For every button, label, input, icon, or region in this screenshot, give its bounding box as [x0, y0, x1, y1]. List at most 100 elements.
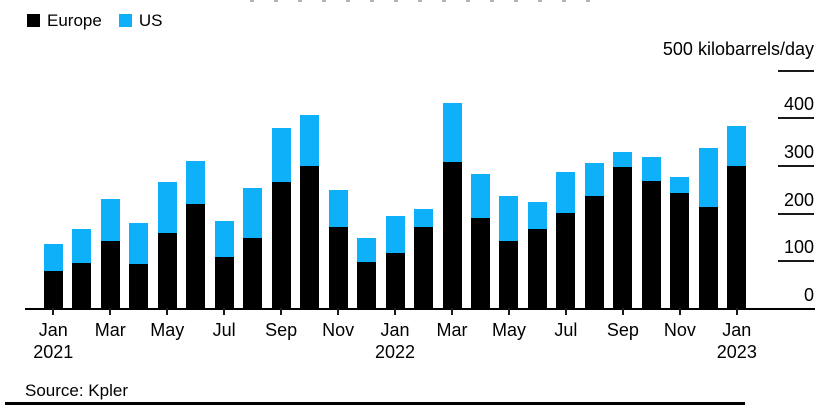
bar-us-May-2022 — [499, 195, 519, 241]
x-tick-Jan2023 — [735, 308, 738, 315]
bar-us-Oct-2021 — [300, 115, 320, 167]
x-tick-label-2: Mar — [94, 320, 126, 340]
bar-europe-Feb-2021 — [72, 263, 92, 308]
x-tick-May — [166, 308, 169, 315]
x-axis-line — [25, 308, 815, 310]
bar-europe-Mar-2022 — [442, 161, 462, 308]
us-swatch-icon — [118, 14, 132, 27]
legend-item-europe: Europe — [27, 12, 102, 29]
y-axis-unit-label: 500 kilobarrels/day — [662, 39, 814, 59]
bar-us-Mar-2022 — [442, 103, 462, 162]
x-tick-label-0: Jan — [38, 320, 68, 340]
bar-europe-Nov-2021 — [328, 226, 348, 308]
bar-europe-Apr-2021 — [129, 263, 149, 308]
bar-europe-Aug-2021 — [243, 238, 263, 308]
y-tick-label-200: 200 — [783, 189, 814, 210]
y-tick-label-300: 300 — [783, 142, 814, 163]
bar-us-Aug-2022 — [584, 162, 604, 196]
x-tick-label-16: May — [491, 320, 526, 340]
y-tick-label-0: 0 — [803, 285, 814, 305]
bar-europe-Jul-2021 — [214, 257, 234, 308]
bar-europe-Feb-2022 — [414, 227, 434, 308]
bar-europe-Jun-2022 — [527, 228, 547, 308]
x-tick-label-12: Jan — [380, 320, 410, 340]
bar-us-Aug-2021 — [243, 188, 263, 239]
x-tick-label-8: Sep — [265, 320, 298, 340]
bar-us-Dec-2022 — [698, 148, 718, 207]
x-tick-Nov — [337, 308, 340, 315]
bar-us-Jan-2023 — [727, 126, 747, 166]
bar-us-Apr-2021 — [129, 222, 149, 264]
bar-europe-Aug-2022 — [584, 196, 604, 308]
x-year-label-2021: 2021 — [33, 342, 74, 362]
bar-europe-Oct-2021 — [300, 166, 320, 308]
bar-europe-Dec-2022 — [698, 206, 718, 308]
bar-us-Jul-2021 — [214, 221, 234, 258]
bar-europe-Jan-2022 — [385, 253, 405, 308]
x-year-label-2022: 2022 — [375, 342, 416, 362]
x-tick-label-6: Jul — [212, 320, 236, 340]
bar-europe-Jan-2023 — [727, 165, 747, 308]
x-tick-label-4: May — [150, 320, 185, 340]
x-tick-label-10: Nov — [322, 320, 355, 340]
x-tick-Mar — [451, 308, 454, 315]
x-tick-label-18: Jul — [554, 320, 578, 340]
bar-us-Oct-2022 — [641, 156, 661, 181]
bar-europe-Jun-2021 — [186, 204, 206, 308]
y-tick-200 — [778, 212, 814, 215]
y-tick-400 — [778, 117, 814, 120]
x-tick-label-14: Mar — [436, 320, 468, 340]
legend-item-us: US — [118, 11, 163, 30]
bar-europe-Mar-2021 — [100, 240, 120, 308]
x-tick-Jan2021 — [52, 308, 55, 315]
x-tick-label-22: Nov — [663, 320, 696, 340]
x-tick-label-20: Sep — [606, 320, 639, 340]
bar-us-Dec-2021 — [357, 238, 377, 263]
bar-us-Jun-2021 — [186, 160, 206, 205]
y-tick-100 — [778, 260, 814, 263]
bar-europe-Sep-2021 — [271, 181, 291, 308]
x-tick-Nov — [678, 308, 681, 315]
bar-us-Mar-2021 — [100, 199, 120, 241]
legend: Europe US — [27, 12, 162, 29]
x-tick-Jan2022 — [394, 308, 397, 315]
cropped-title-remnant — [250, 0, 606, 2]
bar-europe-Oct-2022 — [641, 180, 661, 308]
bar-us-Sep-2021 — [271, 128, 291, 182]
bar-us-Sep-2022 — [613, 151, 633, 167]
x-year-label-2023: 2023 — [716, 342, 757, 362]
europe-swatch-icon — [27, 14, 40, 27]
bar-europe-Sep-2022 — [613, 166, 633, 308]
bar-us-Jun-2022 — [527, 201, 547, 229]
bar-europe-May-2022 — [499, 240, 519, 308]
bar-us-Jan-2022 — [385, 216, 405, 254]
x-tick-label-24: Jan — [722, 320, 752, 340]
bar-europe-Apr-2022 — [471, 218, 490, 308]
x-tick-Mar — [109, 308, 112, 315]
bar-us-Feb-2021 — [72, 229, 92, 264]
x-tick-Sep — [621, 308, 624, 315]
bar-europe-Jul-2022 — [556, 212, 576, 308]
bar-europe-Dec-2021 — [357, 262, 377, 308]
bar-us-Nov-2021 — [328, 190, 348, 227]
x-tick-May — [507, 308, 510, 315]
bar-us-Nov-2022 — [670, 176, 690, 193]
x-tick-Sep — [280, 308, 283, 315]
legend-label-europe: Europe — [47, 11, 102, 30]
x-tick-Jul — [564, 308, 567, 315]
bar-us-Apr-2022 — [471, 173, 490, 219]
y-tick-label-400: 400 — [783, 94, 814, 115]
legend-label-us: US — [138, 11, 163, 30]
bar-us-Jul-2022 — [556, 172, 576, 213]
bar-europe-Nov-2022 — [670, 192, 690, 308]
bar-us-Feb-2022 — [414, 209, 434, 228]
x-tick-Jul — [223, 308, 226, 315]
y-tick-300 — [778, 165, 814, 168]
bottom-divider — [5, 402, 745, 405]
y-tick-500 — [778, 69, 814, 72]
bar-us-Jan-2021 — [43, 243, 63, 271]
bar-europe-Jan-2021 — [43, 270, 63, 308]
y-tick-label-100: 100 — [783, 237, 814, 258]
